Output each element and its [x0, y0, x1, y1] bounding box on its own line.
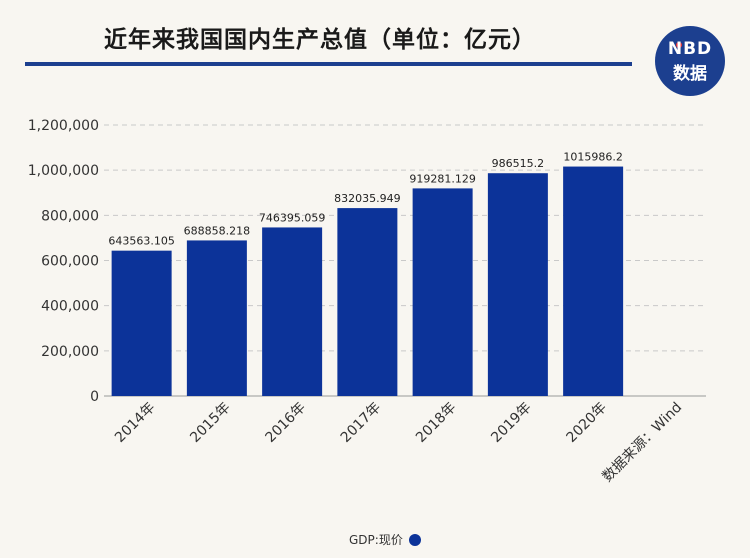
- title-underline: [25, 62, 632, 66]
- bar: [412, 188, 473, 396]
- nbd-logo: NBD 数据: [655, 26, 725, 96]
- bar: [111, 250, 172, 396]
- bar: [337, 208, 398, 396]
- legend: GDP:现价: [349, 531, 421, 548]
- data-label: 746395.059: [259, 211, 325, 224]
- y-tick-label: 200,000: [41, 344, 99, 360]
- data-label: 688858.218: [184, 224, 250, 237]
- y-tick-label: 1,000,000: [28, 163, 99, 179]
- x-tick-label: 2016年: [263, 400, 309, 446]
- legend-swatch: [408, 534, 421, 546]
- bar: [186, 240, 247, 396]
- y-tick-label: 600,000: [41, 254, 99, 270]
- bar: [262, 227, 323, 396]
- y-tick-label: 400,000: [41, 299, 99, 315]
- data-label: 1015986.2: [563, 151, 623, 164]
- data-label: 919281.129: [409, 172, 475, 185]
- data-label: 832035.949: [334, 192, 400, 205]
- x-tick-label: 2018年: [413, 400, 459, 446]
- data-label: 643563.105: [108, 235, 174, 248]
- y-tick-label: 1,200,000: [28, 118, 99, 134]
- x-tick-label: 2020年: [564, 400, 610, 446]
- x-tick-label: 2014年: [112, 400, 158, 446]
- logo-text-bottom: 数据: [673, 64, 707, 84]
- chart-title: 近年来我国国内生产总值（单位：亿元）: [104, 27, 536, 53]
- legend-label: GDP:现价: [349, 533, 403, 547]
- logo-dot: [676, 42, 682, 48]
- data-label: 986515.2: [492, 157, 545, 170]
- y-tick-label: 0: [90, 389, 99, 405]
- x-tick-label: 数据来源：Wind: [600, 400, 686, 486]
- bar: [487, 173, 548, 396]
- x-tick-label: 2015年: [187, 400, 233, 446]
- x-tick-label: 2019年: [488, 400, 534, 446]
- logo-text-top: NBD: [667, 39, 713, 59]
- bar: [563, 166, 624, 396]
- x-tick-label: 2017年: [338, 400, 384, 446]
- y-tick-label: 800,000: [41, 208, 99, 224]
